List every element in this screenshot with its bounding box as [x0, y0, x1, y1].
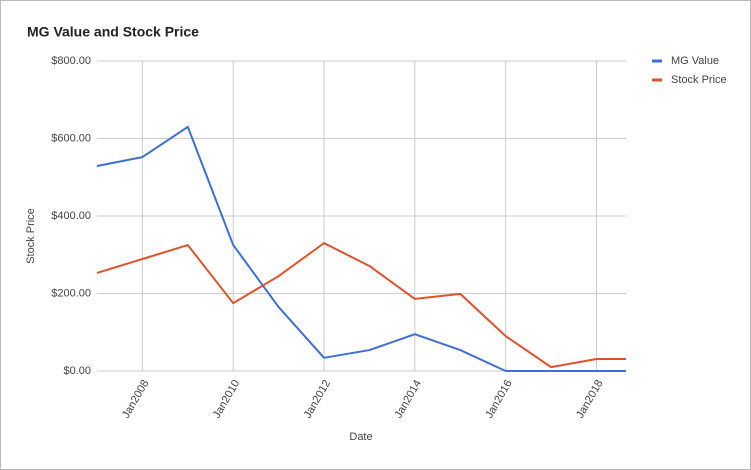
y-tick-label: $400.00	[51, 210, 91, 222]
x-axis-label: Date	[349, 431, 372, 443]
y-axis-label: Stock Price	[25, 208, 37, 264]
legend-label: Stock Price	[671, 74, 727, 86]
y-tick-label: $600.00	[51, 132, 91, 144]
y-tick-label: $0.00	[63, 365, 91, 377]
y-tick-label: $800.00	[51, 55, 91, 67]
series-line	[96, 125, 626, 372]
y-tick-label: $200.00	[51, 287, 91, 299]
chart-title: MG Value and Stock Price	[27, 24, 199, 40]
legend-label: MG Value	[671, 55, 719, 67]
series-line	[96, 242, 626, 369]
